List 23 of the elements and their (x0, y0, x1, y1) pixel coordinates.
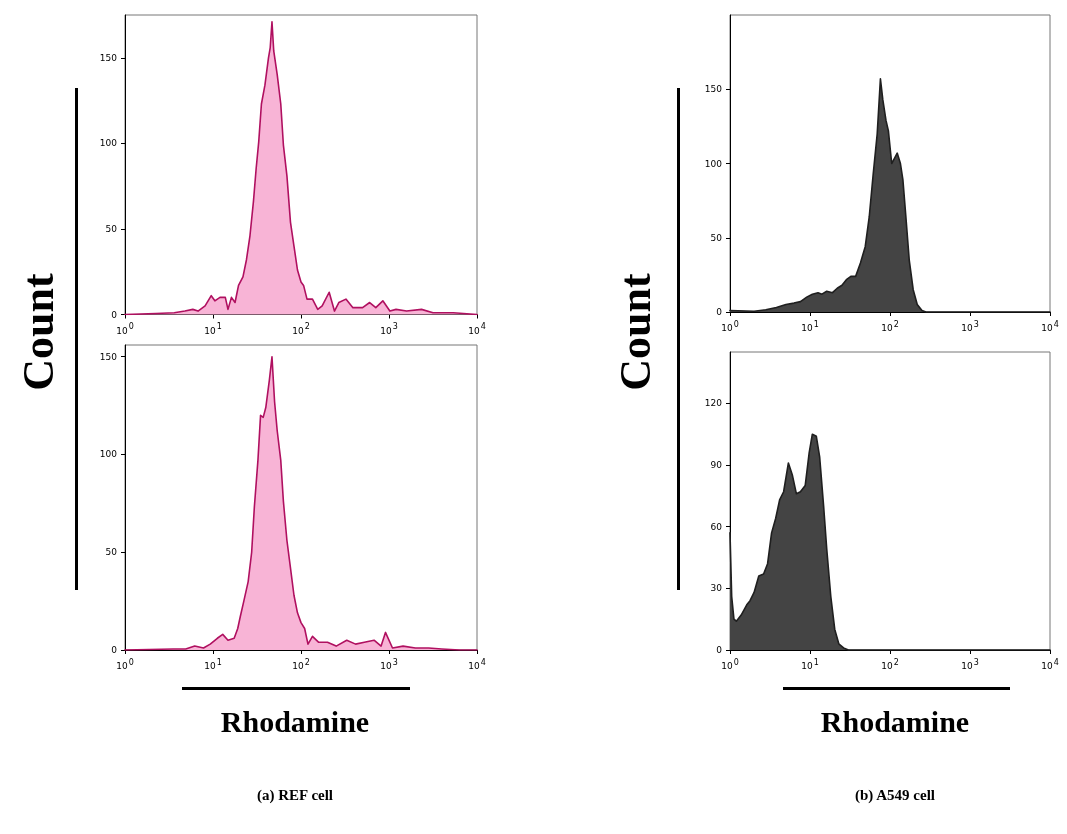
y-tick-label: 0 (716, 645, 723, 655)
y-tick-label: 30 (710, 583, 723, 594)
text: (b) A549 cell (855, 787, 935, 804)
x-axis-title: Rhodamine (820, 705, 970, 739)
y-tick-label: 50 (105, 547, 118, 558)
text: (a) REF cell (256, 787, 334, 804)
y-tick-label: 60 (710, 521, 723, 532)
y-tick-label: 50 (710, 232, 723, 243)
x-axis-title: Rhodamine (220, 705, 370, 739)
y-axis-title: Count (609, 273, 661, 391)
y-tick-label: 100 (99, 138, 118, 149)
y-tick-label: 150 (704, 84, 723, 95)
y-tick-label: 100 (704, 158, 723, 169)
y-axis-title: Count (12, 273, 64, 391)
y-tick-label: 50 (105, 223, 118, 234)
y-tick-label: 150 (99, 52, 118, 63)
y-tick-label: 90 (710, 460, 723, 471)
y-tick-label: 0 (111, 309, 118, 320)
y-tick-label: 0 (111, 645, 118, 655)
y-tick-label: 150 (99, 351, 118, 362)
y-tick-label: 100 (99, 449, 118, 460)
y-tick-label: 120 (704, 398, 723, 409)
y-tick-label: 0 (716, 307, 723, 317)
